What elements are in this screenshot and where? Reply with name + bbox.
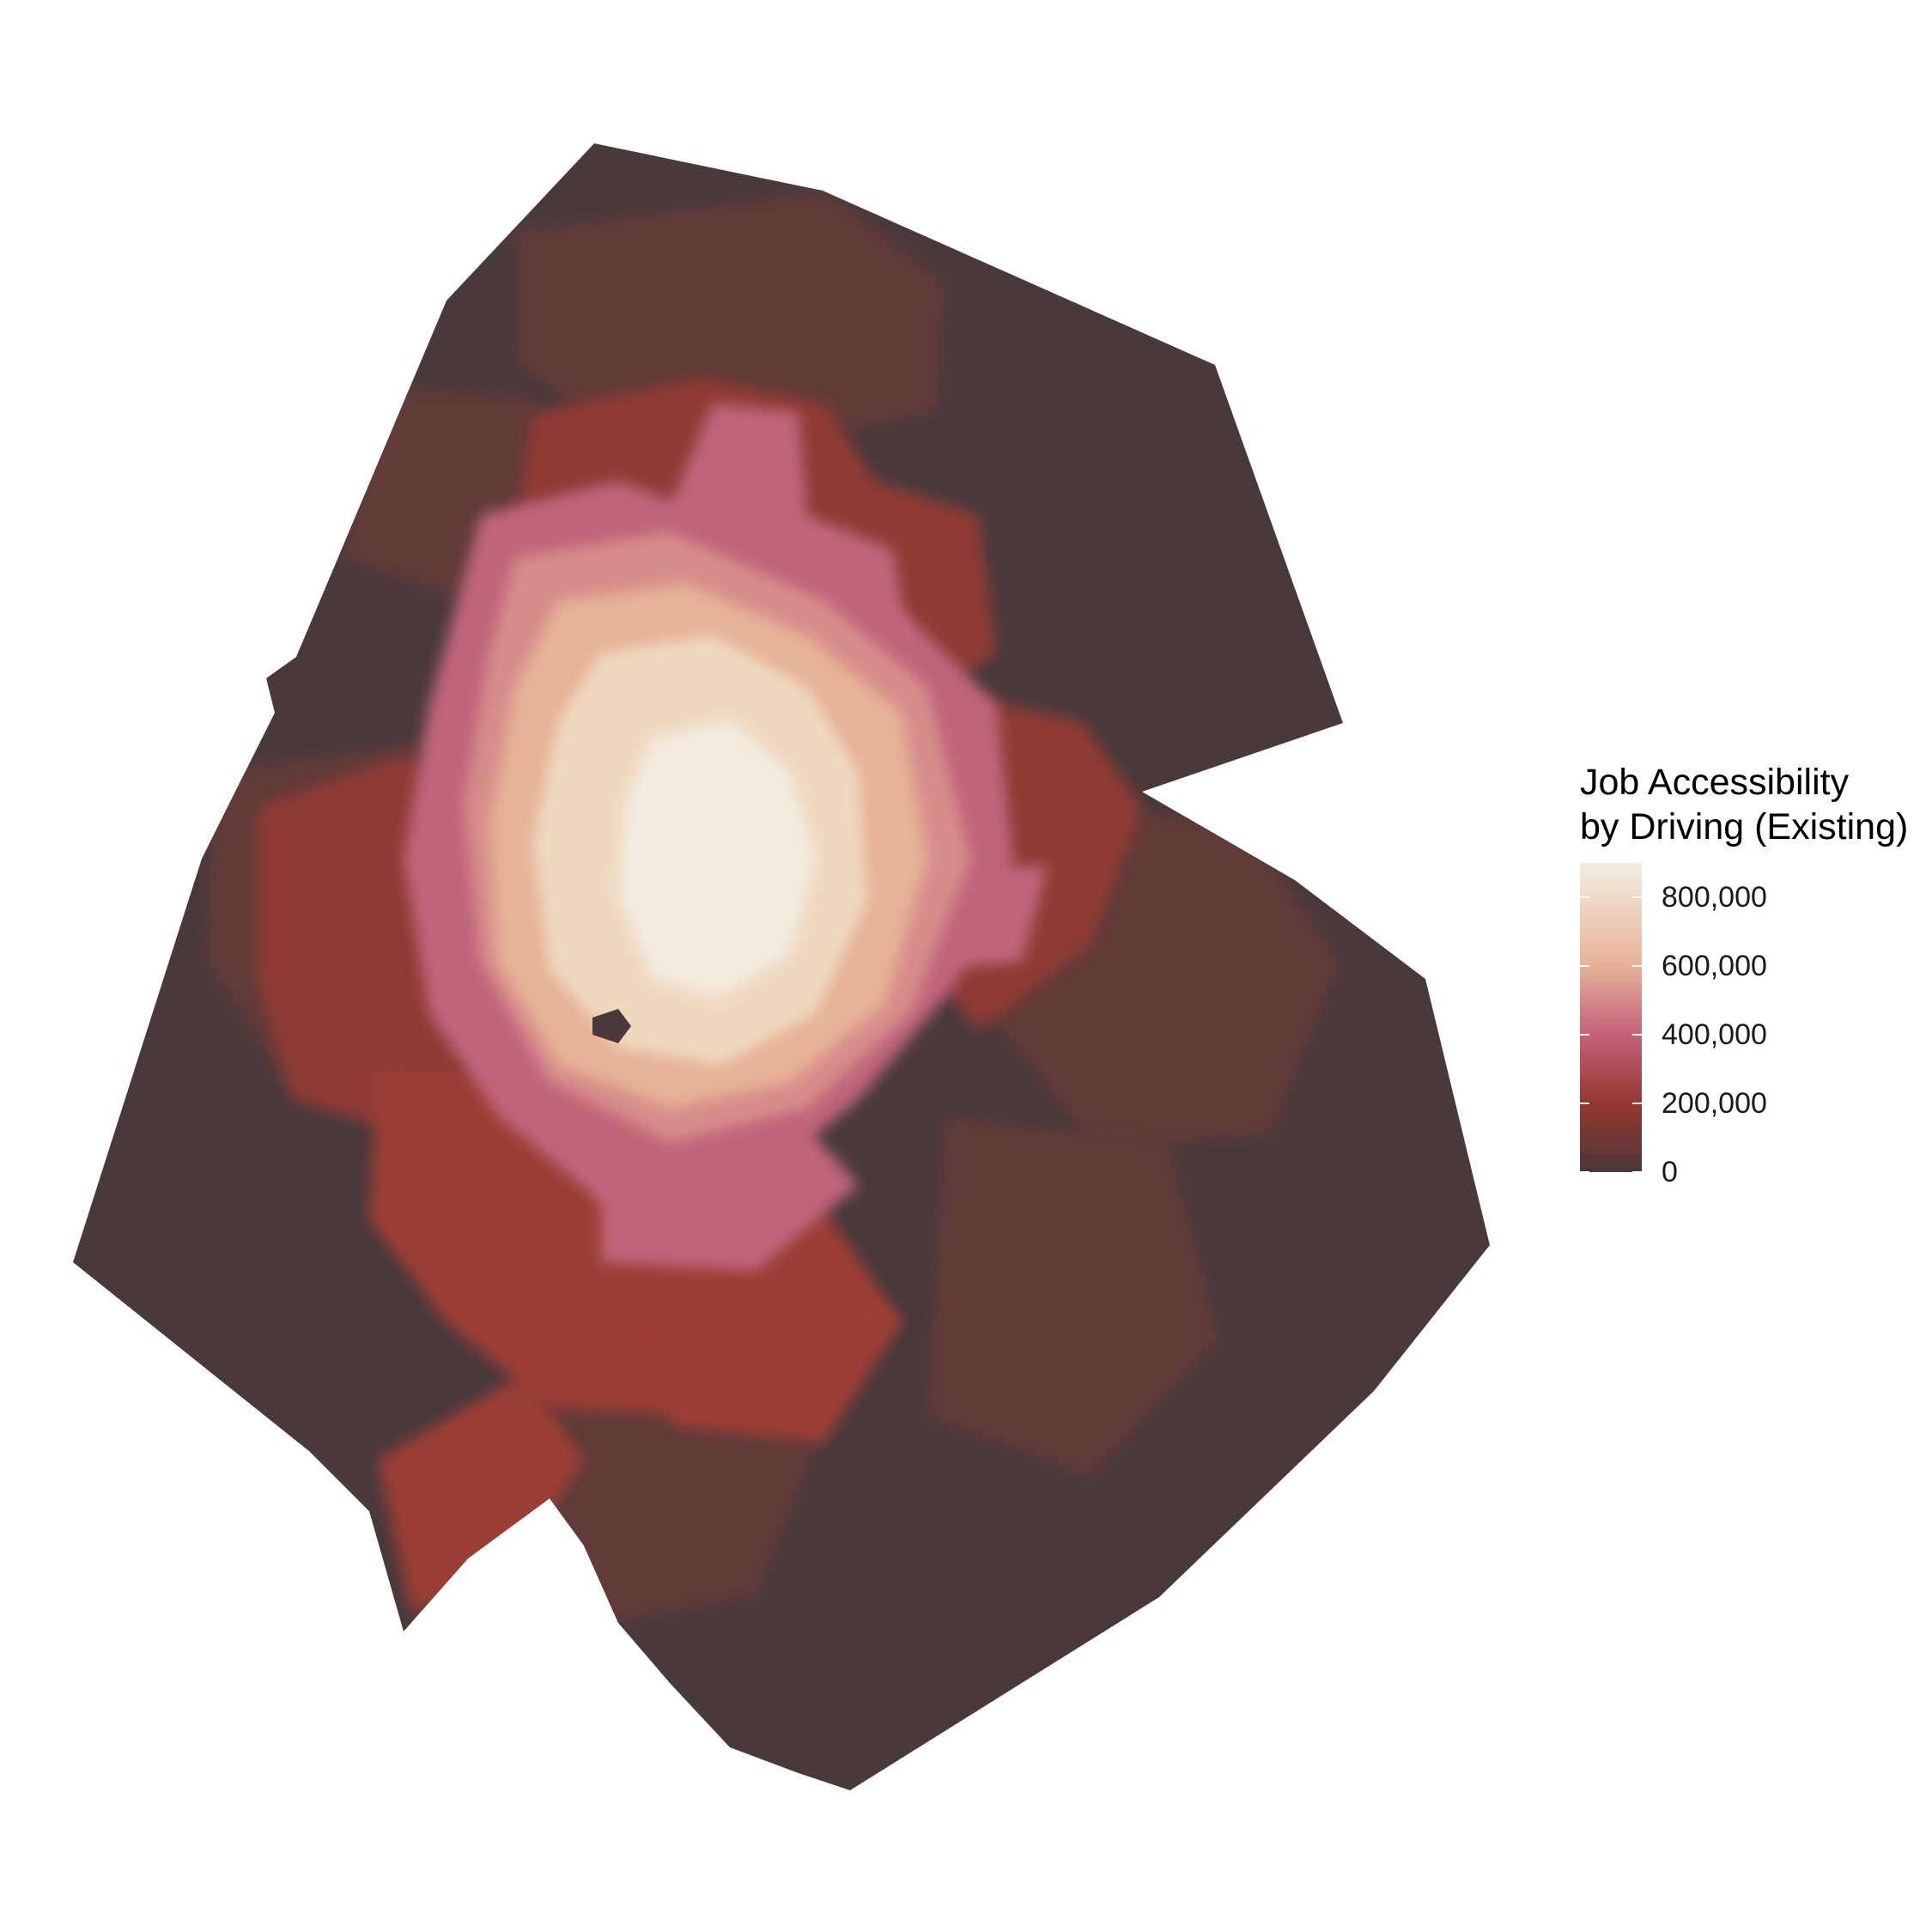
legend-tick-mark [1632, 965, 1642, 967]
legend-tick-label: 800,000 [1662, 881, 1767, 914]
legend-tick-label: 200,000 [1662, 1087, 1767, 1120]
legend-tick-label: 400,000 [1662, 1018, 1767, 1051]
tract-southwest-arm [378, 1374, 584, 1614]
legend-tick-mark [1580, 965, 1589, 967]
legend-tick-mark [1580, 896, 1589, 898]
legend-colorbar [1580, 863, 1642, 1172]
legend-tick-mark [1580, 1171, 1589, 1173]
legend: Job Accessibility by Driving (Existing) … [1580, 760, 1923, 1188]
legend-colorbar-group: 800,000 600,000 400,000 200,000 0 [1580, 863, 1923, 1188]
legend-tick-mark [1580, 1103, 1589, 1104]
legend-tick-mark [1580, 1034, 1589, 1036]
legend-tick-label: 0 [1662, 1156, 1678, 1188]
legend-title: Job Accessibility by Driving (Existing) [1580, 760, 1923, 849]
legend-tick-mark [1632, 1103, 1642, 1104]
tract-south-block [653, 1228, 902, 1443]
legend-tick-label: 600,000 [1662, 950, 1767, 982]
legend-title-line1: Job Accessibility [1580, 762, 1850, 803]
legend-tick-mark [1632, 1034, 1642, 1036]
tract-core [618, 721, 816, 996]
tract-southeast [927, 1116, 1219, 1477]
tract-core-hole [592, 1009, 631, 1043]
tract-north [515, 191, 945, 447]
legend-tick-mark [1632, 896, 1642, 898]
legend-tick-mark [1632, 1171, 1642, 1173]
legend-title-line2: by Driving (Existing) [1580, 806, 1909, 848]
